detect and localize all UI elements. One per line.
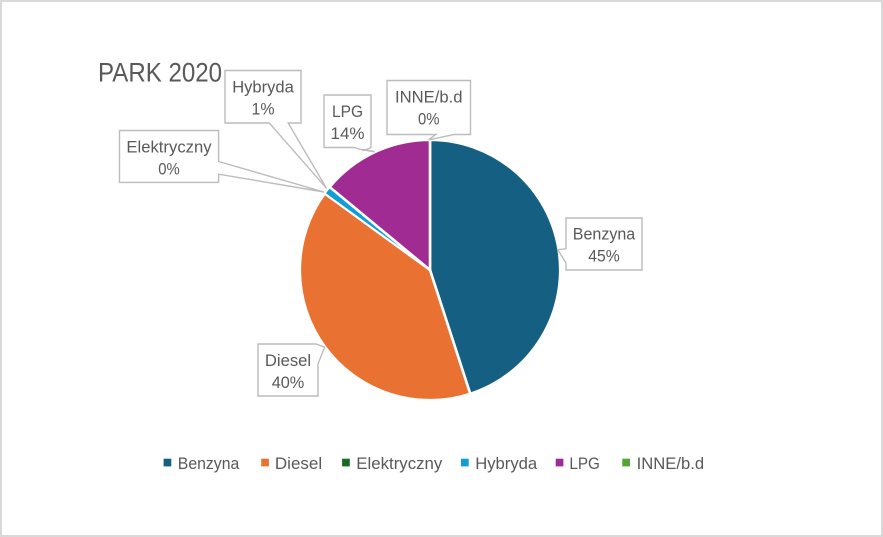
svg-text:PARK 2020: PARK 2020 bbox=[98, 58, 222, 88]
svg-text:INNE/b.d: INNE/b.d bbox=[395, 88, 463, 107]
svg-text:LPG: LPG bbox=[332, 102, 363, 121]
svg-text:0%: 0% bbox=[158, 160, 180, 179]
svg-text:0%: 0% bbox=[418, 110, 440, 129]
svg-text:1%: 1% bbox=[252, 100, 275, 119]
svg-text:Hybryda: Hybryda bbox=[475, 454, 538, 473]
svg-text:45%: 45% bbox=[588, 247, 620, 266]
svg-text:Elektryczny: Elektryczny bbox=[126, 138, 212, 157]
svg-text:Benzyna: Benzyna bbox=[573, 225, 636, 244]
svg-text:LPG: LPG bbox=[569, 454, 600, 473]
svg-text:14%: 14% bbox=[330, 124, 364, 143]
svg-text:Diesel: Diesel bbox=[265, 351, 311, 370]
svg-text:Diesel: Diesel bbox=[275, 454, 322, 473]
svg-text:Elektryczny: Elektryczny bbox=[356, 454, 442, 473]
svg-text:INNE/b.d: INNE/b.d bbox=[637, 454, 705, 473]
svg-text:Benzyna: Benzyna bbox=[178, 454, 240, 473]
svg-text:40%: 40% bbox=[272, 373, 305, 392]
svg-text:Hybryda: Hybryda bbox=[232, 78, 294, 97]
